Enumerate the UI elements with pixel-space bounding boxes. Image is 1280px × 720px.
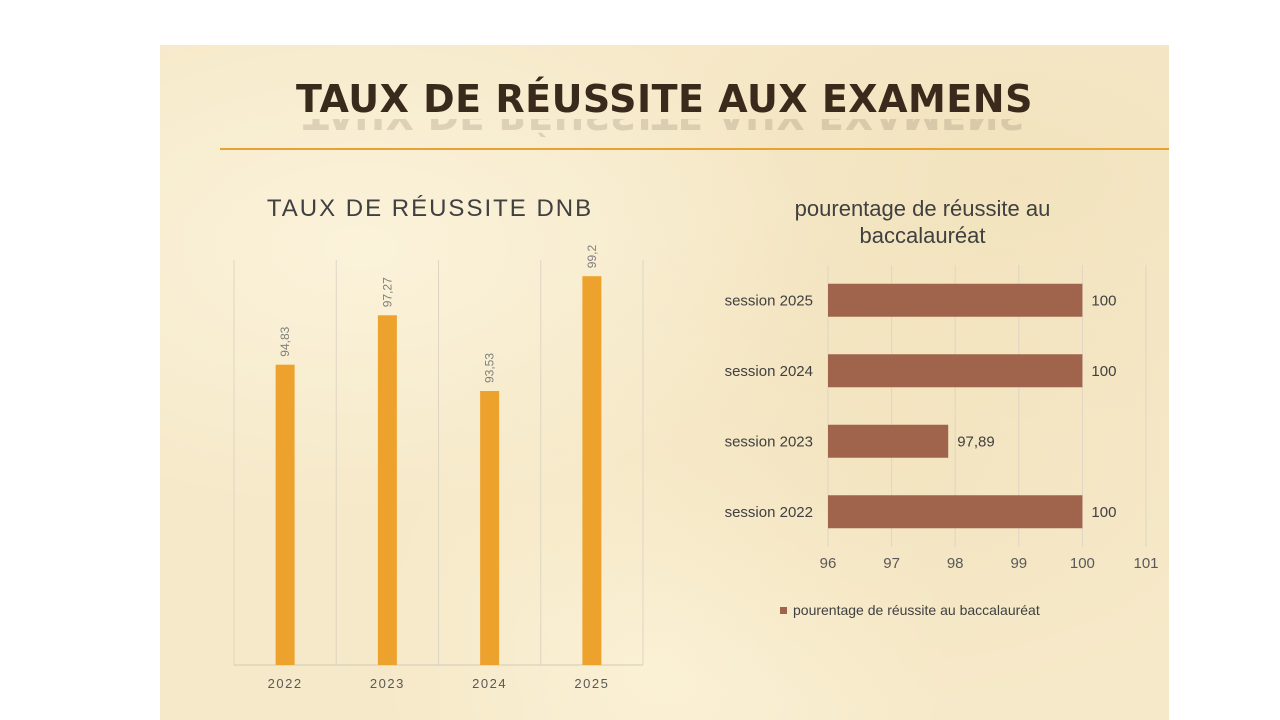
slide-title: TAUX DE RÉUSSITE AUX EXAMENS <box>296 77 1033 121</box>
dnb-data-label-2025: 99,2 <box>585 245 599 268</box>
slide-title-reflection: TAUX DE RÉUSSITE AUX EXAMENS <box>160 119 1169 137</box>
slide: TAUX DE RÉUSSITE AUX EXAMENS TAUX DE RÉU… <box>160 45 1169 720</box>
legend-swatch <box>780 606 787 614</box>
bac-x-tick-98: 98 <box>947 555 964 572</box>
dnb-bar-2022 <box>275 364 295 665</box>
bac-bar-2 <box>828 424 949 458</box>
legend-label: pourentage de réussite au baccalauréat <box>793 602 1040 618</box>
bac-x-tick-97: 97 <box>883 555 900 572</box>
dnb-x-tick-2023: 2023 <box>370 676 405 691</box>
bac-legend: pourentage de réussite au baccalauréat <box>780 601 1040 619</box>
bac-chart: 96 97 98 99 100 101 session 2025 100 session 202… <box>725 265 1159 572</box>
title-rule <box>220 148 1169 150</box>
dnb-data-label-2024: 93,53 <box>483 353 497 383</box>
bac-x-tick-96: 96 <box>820 555 837 572</box>
bac-data-label-2: 97,89 <box>957 433 995 450</box>
bac-y-tick-3: session 2022 <box>725 504 813 521</box>
bac-x-tick-100: 100 <box>1070 555 1095 572</box>
bac-x-tick-101: 101 <box>1133 555 1158 572</box>
bac-y-tick-0: session 2025 <box>725 292 813 309</box>
dnb-chart: 94,83 2022 97,27 2023 93,53 2024 99,2 2025 <box>233 245 644 691</box>
bac-bar-3 <box>828 495 1083 529</box>
bac-y-tick-1: session 2024 <box>725 363 813 380</box>
bac-y-tick-2: session 2023 <box>725 433 813 450</box>
bac-data-label-1: 100 <box>1091 363 1116 380</box>
dnb-x-tick-2024: 2024 <box>472 676 507 691</box>
bac-bar-0 <box>828 283 1083 317</box>
dnb-x-tick-2025: 2025 <box>574 676 609 691</box>
bac-chart-title: pourentage de réussite au baccalauréat <box>794 196 1051 248</box>
dnb-bar-2023 <box>377 315 397 665</box>
dnb-data-label-2022: 94,83 <box>278 326 292 356</box>
bac-x-tick-99: 99 <box>1010 555 1027 572</box>
dnb-chart-title: TAUX DE RÉUSSITE DNB <box>266 195 594 222</box>
dnb-data-label-2023: 97,27 <box>380 277 394 307</box>
bac-data-label-0: 100 <box>1091 292 1116 309</box>
bac-data-label-3: 100 <box>1091 504 1116 521</box>
dnb-bar-2024 <box>480 391 500 665</box>
dnb-bar-2025 <box>582 276 602 665</box>
bac-bar-1 <box>828 354 1083 388</box>
dnb-x-tick-2022: 2022 <box>268 676 303 691</box>
